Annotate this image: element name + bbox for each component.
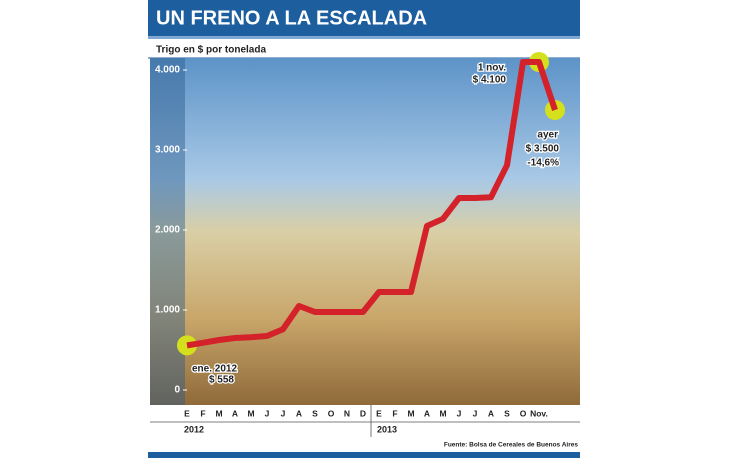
annotation: $ 4.100 — [473, 75, 507, 86]
year-label: 2012 — [184, 424, 204, 434]
bottom-bar — [148, 452, 580, 458]
x-tick-label: A — [488, 408, 494, 418]
annotation: ene. 2012 — [192, 364, 237, 375]
x-tick-label: Nov. — [530, 408, 548, 418]
x-tick-label: D — [360, 408, 366, 418]
x-tick-label: O — [328, 408, 335, 418]
y-tick-label: 3.000 — [155, 145, 180, 156]
x-tick-label: J — [457, 408, 462, 418]
x-tick-label: M — [439, 408, 446, 418]
x-tick-label: F — [200, 408, 205, 418]
y-tick-label: 2.000 — [155, 225, 180, 236]
plot-background — [150, 58, 580, 405]
x-tick-label: O — [520, 408, 527, 418]
annotation: $ 3.500 — [526, 144, 560, 155]
x-tick-label: A — [424, 408, 430, 418]
annotation: ayer — [537, 130, 558, 141]
y-tick-label: 4.000 — [155, 65, 180, 76]
x-tick-label: M — [247, 408, 254, 418]
line-series — [186, 59, 558, 349]
x-tick-label: E — [184, 408, 190, 418]
x-tick-label: S — [504, 408, 510, 418]
title-rule — [148, 36, 580, 39]
y-tick-label: 1.000 — [155, 305, 180, 316]
x-tick-label: E — [376, 408, 382, 418]
x-tick-label: S — [312, 408, 318, 418]
x-tick-label: M — [407, 408, 414, 418]
x-tick-label: J — [281, 408, 286, 418]
annotation: 1 nov. — [478, 63, 506, 74]
title-bar — [148, 0, 580, 36]
x-tick-label: N — [344, 408, 350, 418]
source: Fuente: Bolsa de Cereales de Buenos Aire… — [444, 442, 579, 449]
x-tick-label: M — [215, 408, 222, 418]
x-tick-label: F — [392, 408, 397, 418]
x-tick-label: J — [473, 408, 478, 418]
subtitle: Trigo en $ por tonelada — [156, 45, 266, 56]
year-label: 2013 — [377, 424, 397, 434]
x-tick-label: A — [296, 408, 302, 418]
x-tick-label: J — [265, 408, 270, 418]
chart-title: UN FRENO A LA ESCALADA — [156, 7, 427, 29]
annotation: $ 558 — [209, 375, 234, 386]
y-tick-label: 0 — [174, 385, 180, 396]
x-tick-label: A — [232, 408, 238, 418]
annotation: -14,6% — [527, 158, 559, 169]
